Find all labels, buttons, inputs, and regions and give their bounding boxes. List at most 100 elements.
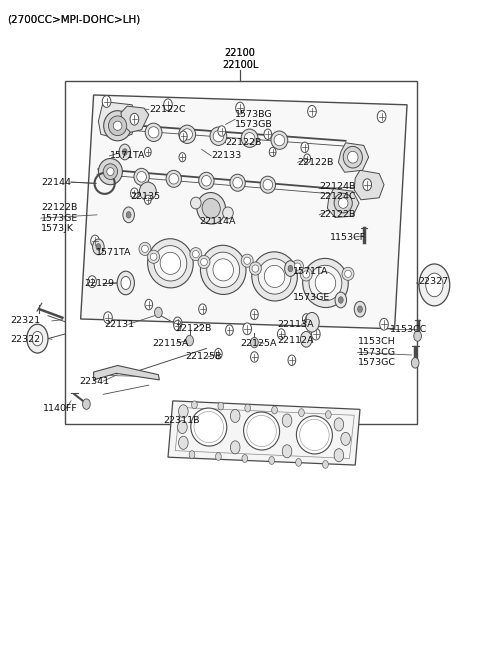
Polygon shape [354,170,384,200]
Circle shape [300,331,312,347]
Circle shape [230,441,240,454]
Circle shape [83,399,90,409]
Ellipse shape [343,146,362,168]
Text: 22322: 22322 [11,335,41,344]
Ellipse shape [104,111,132,141]
Ellipse shape [309,265,342,301]
Circle shape [32,331,43,346]
Polygon shape [121,106,149,132]
Circle shape [130,113,139,125]
Circle shape [269,457,275,464]
Circle shape [323,460,328,468]
Circle shape [174,320,181,331]
Ellipse shape [338,198,348,208]
Circle shape [178,421,187,434]
Ellipse shape [190,248,202,261]
Ellipse shape [303,271,310,278]
Circle shape [380,318,388,330]
Circle shape [411,358,419,368]
Circle shape [272,406,277,414]
Ellipse shape [139,242,151,255]
Ellipse shape [150,253,157,261]
Circle shape [304,154,311,163]
Ellipse shape [202,176,211,186]
Circle shape [126,212,131,218]
Circle shape [243,323,252,335]
Text: 22311B: 22311B [163,416,200,425]
Text: 22122B: 22122B [226,138,262,147]
Polygon shape [94,365,159,380]
Text: 22100
22100L: 22100 22100L [222,48,258,70]
Ellipse shape [154,246,187,281]
Ellipse shape [300,268,312,281]
Circle shape [123,207,134,223]
Circle shape [264,129,272,140]
Text: 22122C: 22122C [149,105,185,114]
Circle shape [131,188,138,198]
Circle shape [104,312,112,324]
Ellipse shape [199,172,214,189]
Ellipse shape [113,121,122,130]
Circle shape [308,105,316,117]
Circle shape [179,153,186,162]
Circle shape [93,239,104,255]
Ellipse shape [145,123,162,141]
Circle shape [119,144,131,160]
Text: 22100
22100L: 22100 22100L [222,48,258,70]
Ellipse shape [260,176,276,193]
Ellipse shape [230,174,245,191]
Ellipse shape [294,263,301,271]
Ellipse shape [191,197,201,209]
Ellipse shape [201,258,207,266]
Text: 22122B: 22122B [175,324,212,333]
Circle shape [288,355,296,365]
Ellipse shape [271,131,288,149]
Ellipse shape [166,170,181,187]
Ellipse shape [252,252,297,301]
Ellipse shape [250,262,261,275]
Ellipse shape [148,238,193,288]
Circle shape [269,147,276,157]
Circle shape [245,404,251,412]
Circle shape [27,324,48,353]
Ellipse shape [201,245,246,295]
Circle shape [419,264,450,306]
Text: 1140FF: 1140FF [43,403,78,413]
Text: 22124B
22124C: 22124B 22124C [319,181,356,201]
Circle shape [354,301,366,317]
Text: 22327: 22327 [419,277,449,286]
Circle shape [242,455,248,462]
Circle shape [164,99,172,111]
Ellipse shape [315,272,336,294]
Ellipse shape [213,259,233,281]
Circle shape [302,314,310,324]
Circle shape [144,195,151,204]
Circle shape [251,337,258,348]
Circle shape [230,409,240,422]
Ellipse shape [160,252,180,274]
Text: 22113A: 22113A [277,320,314,329]
Circle shape [117,271,134,295]
Circle shape [236,102,244,114]
Circle shape [155,307,162,318]
Ellipse shape [108,116,127,136]
Circle shape [226,325,233,335]
Ellipse shape [342,267,354,280]
Text: 22144: 22144 [41,178,71,187]
Circle shape [288,265,293,272]
Text: 1153CF: 1153CF [330,233,366,242]
Text: (2700CC>MPI-DOHC>LH): (2700CC>MPI-DOHC>LH) [7,14,141,24]
Ellipse shape [244,132,255,144]
Circle shape [192,401,197,409]
Polygon shape [327,189,359,217]
Ellipse shape [107,168,114,176]
Circle shape [215,348,222,359]
Text: 22122B
1573GE
1573JK: 22122B 1573GE 1573JK [41,203,78,233]
Circle shape [341,432,350,445]
Circle shape [363,179,372,191]
Text: (2700CC>MPI-DOHC>LH): (2700CC>MPI-DOHC>LH) [7,14,141,24]
Ellipse shape [134,168,149,185]
Ellipse shape [198,255,210,269]
Text: 1573BG
1573GB: 1573BG 1573GB [235,109,273,129]
Circle shape [282,414,292,427]
